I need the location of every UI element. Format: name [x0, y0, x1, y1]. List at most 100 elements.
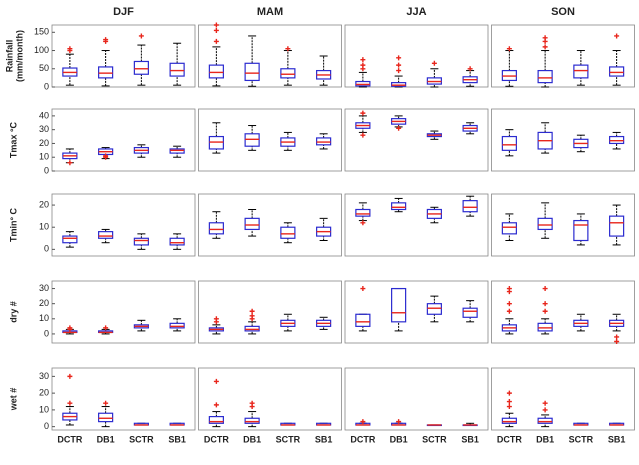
- panel-frame: [198, 193, 342, 257]
- box: [169, 237, 185, 246]
- y-tick-label: 10: [39, 152, 49, 162]
- x-tick-label: SCTR: [129, 434, 154, 444]
- panel-frame: [344, 108, 489, 172]
- x-tick-label: SCTR: [569, 434, 594, 444]
- box: [244, 62, 260, 82]
- box: [573, 219, 589, 242]
- y-tick-label: 20: [39, 199, 49, 209]
- panel-frame: [51, 193, 196, 257]
- x-tick-label: SB1: [315, 434, 333, 444]
- x-tick-label: SCTR: [422, 434, 447, 444]
- outlier: [396, 125, 402, 131]
- outlier: [542, 35, 548, 41]
- outlier: [506, 308, 512, 314]
- x-tick-label: SB1: [461, 434, 479, 444]
- outlier: [614, 33, 620, 39]
- y-tick-label: 100: [34, 45, 49, 55]
- y-tick-label: 20: [39, 138, 49, 148]
- box: [280, 68, 296, 79]
- y-tick-label: 10: [39, 404, 49, 414]
- box: [98, 231, 114, 239]
- panel-title: JJA: [406, 6, 426, 18]
- box: [426, 303, 442, 315]
- box: [208, 222, 224, 235]
- y-tick-label: 10: [39, 222, 49, 232]
- y-axis-label: dry #: [8, 301, 18, 323]
- outlier: [542, 44, 548, 50]
- panel-title: DJF: [113, 6, 134, 18]
- box: [391, 82, 407, 87]
- outlier: [542, 286, 548, 292]
- box: [537, 217, 553, 231]
- y-tick-label: 50: [39, 63, 49, 73]
- panel-frame: [198, 108, 342, 172]
- panel-frame: [491, 108, 635, 172]
- box: [280, 226, 296, 239]
- panel-frame: [51, 367, 196, 431]
- outlier: [249, 308, 255, 314]
- box: [98, 66, 114, 79]
- y-tick-label: 40: [39, 110, 49, 120]
- outlier: [506, 390, 512, 396]
- y-tick-label: 150: [34, 27, 49, 37]
- panel-frame: [51, 108, 196, 172]
- outlier: [213, 22, 219, 28]
- outlier: [213, 27, 219, 33]
- x-tick-label: DB1: [97, 434, 115, 444]
- outlier: [360, 62, 366, 68]
- panel-frame: [491, 24, 635, 88]
- panel-frame: [491, 367, 635, 431]
- box: [462, 307, 478, 318]
- outlier: [67, 325, 73, 331]
- x-tick-label: DCTR: [204, 434, 229, 444]
- panel-frame: [51, 280, 196, 344]
- y-tick-label: 0: [44, 421, 49, 431]
- panel-frame: [344, 24, 489, 88]
- outlier: [249, 400, 255, 406]
- y-tick-label: 20: [39, 298, 49, 308]
- box: [244, 417, 260, 424]
- y-tick-label: 30: [39, 283, 49, 293]
- outlier: [285, 46, 291, 52]
- box: [391, 202, 407, 211]
- box: [501, 135, 517, 151]
- y-axis-label: Rainfall: [4, 40, 14, 73]
- box: [208, 64, 224, 79]
- x-tick-label: DB1: [390, 434, 408, 444]
- y-tick-label: 0: [44, 81, 49, 91]
- panel-title: SON: [551, 6, 575, 18]
- y-axis-label: Tmin° C: [8, 207, 18, 242]
- y-axis-label: Tmax °C: [8, 121, 18, 158]
- outlier: [103, 153, 109, 159]
- outlier: [542, 301, 548, 307]
- x-tick-label: DCTR: [350, 434, 375, 444]
- outlier: [506, 286, 512, 292]
- outlier: [506, 399, 512, 405]
- outlier: [103, 400, 109, 406]
- y-tick-label: 30: [39, 371, 49, 381]
- box: [355, 208, 371, 217]
- outlier: [396, 419, 402, 425]
- x-tick-label: SB1: [608, 434, 626, 444]
- x-tick-label: DCTR: [57, 434, 82, 444]
- outlier: [67, 160, 73, 166]
- y-tick-label: 20: [39, 388, 49, 398]
- box: [501, 222, 517, 235]
- box: [169, 322, 185, 329]
- outlier: [360, 220, 366, 226]
- outlier: [506, 46, 512, 52]
- outlier: [360, 110, 366, 116]
- box: [462, 200, 478, 213]
- box: [609, 66, 625, 77]
- box: [537, 417, 553, 424]
- y-axis-label: wet #: [8, 388, 18, 412]
- outlier: [396, 68, 402, 74]
- x-tick-label: SB1: [168, 434, 186, 444]
- box: [98, 412, 114, 423]
- box: [537, 322, 553, 332]
- y-axis-label: (mm/month): [14, 30, 24, 82]
- outlier: [67, 400, 73, 406]
- panel-frame: [491, 193, 635, 257]
- box: [355, 313, 371, 327]
